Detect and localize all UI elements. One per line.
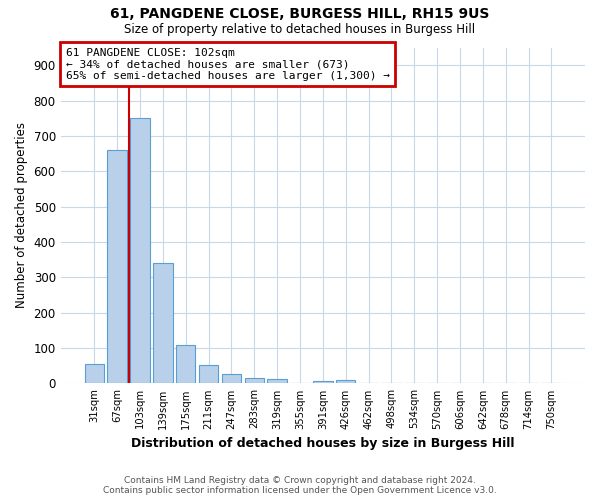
- Text: 61, PANGDENE CLOSE, BURGESS HILL, RH15 9US: 61, PANGDENE CLOSE, BURGESS HILL, RH15 9…: [110, 8, 490, 22]
- Text: 61 PANGDENE CLOSE: 102sqm
← 34% of detached houses are smaller (673)
65% of semi: 61 PANGDENE CLOSE: 102sqm ← 34% of detac…: [66, 48, 390, 80]
- Text: Contains HM Land Registry data © Crown copyright and database right 2024.
Contai: Contains HM Land Registry data © Crown c…: [103, 476, 497, 495]
- X-axis label: Distribution of detached houses by size in Burgess Hill: Distribution of detached houses by size …: [131, 437, 515, 450]
- Bar: [107, 150, 127, 384]
- Bar: [85, 364, 104, 384]
- Bar: [268, 379, 287, 384]
- Bar: [245, 378, 264, 384]
- Y-axis label: Number of detached properties: Number of detached properties: [15, 122, 28, 308]
- Bar: [130, 118, 149, 384]
- Bar: [336, 380, 355, 384]
- Text: Size of property relative to detached houses in Burgess Hill: Size of property relative to detached ho…: [124, 22, 476, 36]
- Bar: [176, 344, 196, 384]
- Bar: [313, 380, 332, 384]
- Bar: [221, 374, 241, 384]
- Bar: [153, 263, 173, 384]
- Bar: [199, 365, 218, 384]
